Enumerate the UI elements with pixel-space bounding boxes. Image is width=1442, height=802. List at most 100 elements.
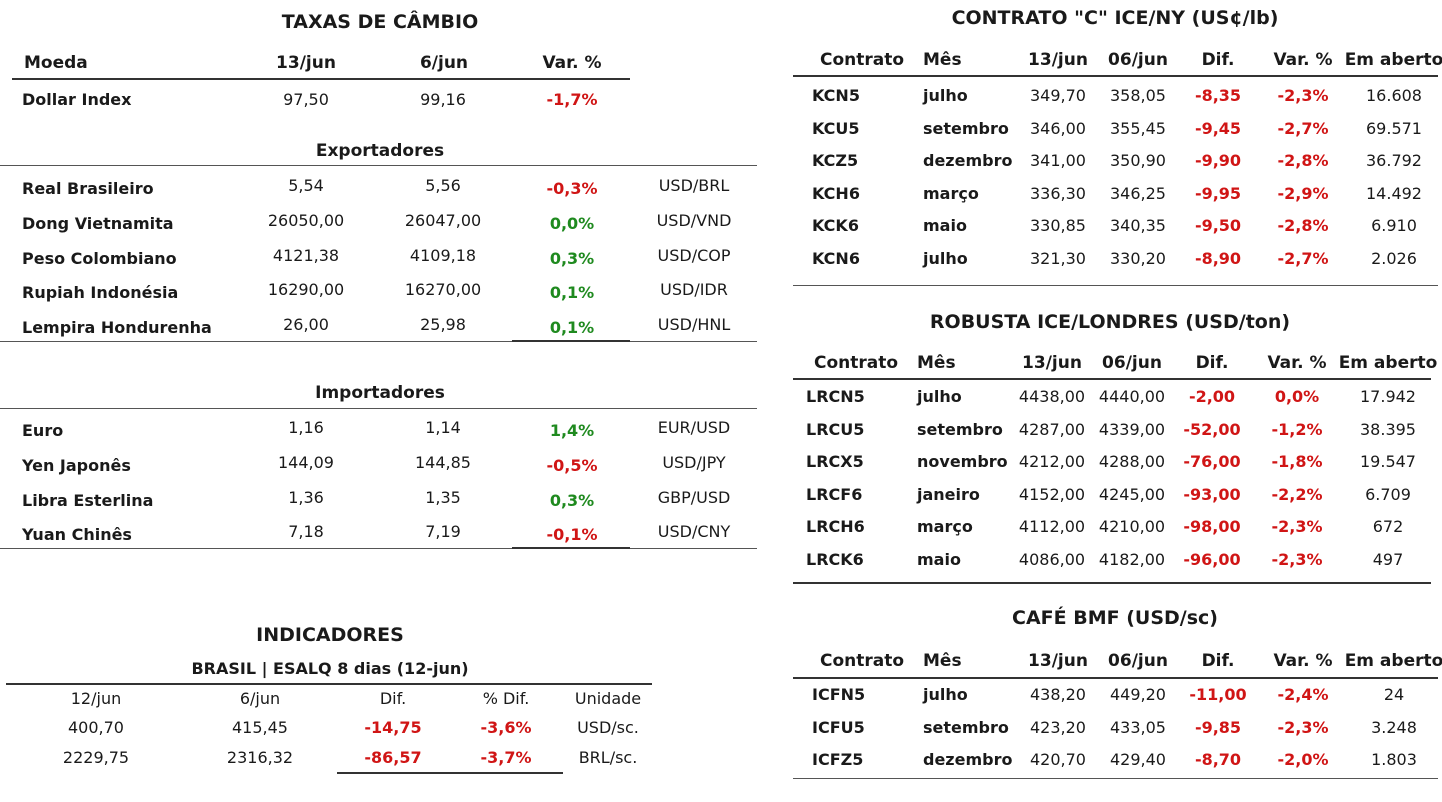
cell-b: 350,90 — [1110, 151, 1166, 171]
exportadores-bottom-divider — [0, 341, 757, 342]
cell-a: 4086,00 — [1018, 550, 1086, 569]
cell-dif: -8,90 — [1194, 249, 1242, 268]
currency-pair: USD/VND — [656, 210, 732, 230]
exportadores-title: Exportadores — [315, 141, 445, 161]
cell-open: 672 — [1372, 517, 1404, 537]
cell-open: 16.608 — [1366, 86, 1422, 105]
indicadores-header-unit: Unidade — [574, 689, 642, 708]
cell-code: ICFZ5 — [812, 750, 864, 770]
cell-var: -1,8% — [1271, 452, 1323, 472]
indicadores-dif-underline — [337, 772, 563, 774]
cell-month: março — [923, 183, 979, 203]
cell-b: 346,25 — [1110, 183, 1166, 203]
cell-a: 336,30 — [1030, 183, 1086, 203]
variation: 1,4% — [549, 421, 595, 440]
cell-a: 4212,00 — [1018, 452, 1086, 472]
contrato_c-header-4: Dif. — [1201, 50, 1235, 70]
indicadores-title: INDICADORES — [256, 624, 404, 646]
cell-var: -2,4% — [1277, 685, 1329, 704]
cell-open: 6.709 — [1365, 484, 1411, 504]
robusta-header-1: Mês — [917, 353, 956, 373]
currency-name: Real Brasileiro — [22, 179, 154, 198]
cell-a: 423,20 — [1030, 717, 1086, 737]
cambio-header-date-b: 6/jun — [419, 53, 469, 73]
cell-month: julho — [917, 387, 962, 406]
currency-name: Yuan Chinês — [22, 525, 132, 545]
robusta-header-0: Contrato — [814, 353, 899, 373]
cell-b: 4339,00 — [1098, 419, 1166, 439]
variation: 0,3% — [549, 490, 595, 510]
robusta-header-5: Var. % — [1267, 353, 1327, 373]
currency-name: Euro — [22, 421, 64, 440]
cambio-header-var: Var. % — [542, 53, 602, 73]
cell-dif: -76,00 — [1183, 452, 1241, 472]
cell-open: 2.026 — [1371, 249, 1417, 268]
cell-dif: -9,45 — [1194, 118, 1242, 138]
robusta-header-4: Dif. — [1195, 353, 1229, 373]
value-b: 2316,32 — [226, 748, 294, 767]
variation: 0,0% — [549, 213, 595, 233]
bmf-header-1: Mês — [923, 651, 962, 671]
cell-a: 341,00 — [1030, 151, 1086, 171]
currency-pair: USD/HNL — [657, 315, 731, 335]
cell-code: KCN5 — [812, 86, 860, 105]
cell-code: KCK6 — [812, 216, 859, 236]
contrato_c-header-3: 06/jun — [1108, 50, 1168, 70]
cell-code: LRCF6 — [806, 484, 863, 504]
cell-month: janeiro — [917, 484, 980, 504]
cell-month: julho — [923, 685, 968, 704]
bmf-header-3: 06/jun — [1108, 651, 1168, 671]
indicadores-header-dif: Dif. — [379, 689, 407, 708]
variation: 0,3% — [549, 248, 595, 268]
value-b: 4109,18 — [409, 245, 477, 265]
currency-pair: USD/JPY — [662, 452, 726, 472]
contrato_c-header-5: Var. % — [1273, 50, 1333, 70]
currency-name: Peso Colombiano — [22, 248, 177, 268]
bmf-bottom-divider — [793, 778, 1438, 779]
contrato-c-title: CONTRATO "C" ICE/NY (US¢/lb) — [951, 7, 1279, 29]
robusta-header-6: Em aberto — [1338, 353, 1438, 373]
currency-pair: USD/COP — [657, 245, 731, 265]
cell-dif: -98,00 — [1183, 517, 1241, 537]
exportadores-var-underline — [512, 340, 630, 342]
cell-a: 4287,00 — [1018, 419, 1086, 439]
cell-code: KCH6 — [812, 183, 860, 203]
currency-pair: EUR/USD — [657, 418, 731, 437]
percent-diff: -3,7% — [480, 748, 532, 767]
cell-code: KCU5 — [812, 118, 860, 138]
value-b: 415,45 — [232, 718, 288, 737]
contrato_c-header-1: Mês — [923, 50, 962, 70]
cell-b: 358,05 — [1110, 86, 1166, 105]
value-a: 26050,00 — [267, 210, 345, 230]
cell-month: setembro — [917, 419, 1003, 439]
value-b: 16270,00 — [404, 280, 482, 300]
cell-month: julho — [923, 249, 968, 268]
importadores-title: Importadores — [315, 383, 445, 403]
cambio-header-divider — [12, 78, 630, 80]
cell-dif: -8,70 — [1194, 750, 1242, 770]
value-a: 7,18 — [288, 522, 324, 542]
cell-b: 429,40 — [1110, 750, 1166, 770]
indicadores-subtitle: BRASIL | ESALQ 8 dias (12-jun) — [191, 659, 469, 678]
value-a: 1,16 — [288, 418, 324, 437]
cell-var: -2,7% — [1277, 249, 1329, 268]
currency-pair: USD/CNY — [657, 522, 731, 542]
bmf-header-4: Dif. — [1201, 651, 1235, 671]
value-b: 7,19 — [425, 522, 461, 542]
cell-b: 4182,00 — [1098, 550, 1166, 569]
cell-a: 4112,00 — [1018, 517, 1086, 537]
percent-diff: -3,6% — [480, 718, 532, 737]
bmf-header-5: Var. % — [1273, 651, 1333, 671]
cell-a: 349,70 — [1030, 86, 1086, 105]
cell-open: 19.547 — [1360, 452, 1416, 472]
value-b: 144,85 — [415, 452, 471, 472]
cell-code: LRCU5 — [806, 419, 865, 439]
cell-dif: -2,00 — [1188, 387, 1236, 406]
cell-dif: -93,00 — [1183, 484, 1241, 504]
cell-var: -2,3% — [1277, 717, 1329, 737]
currency-name: Dong Vietnamita — [22, 213, 174, 233]
cell-code: ICFN5 — [812, 685, 866, 704]
cambio-title: TAXAS DE CÂMBIO — [281, 11, 479, 33]
cell-b: 449,20 — [1110, 685, 1166, 704]
cell-var: -2,0% — [1277, 750, 1329, 770]
